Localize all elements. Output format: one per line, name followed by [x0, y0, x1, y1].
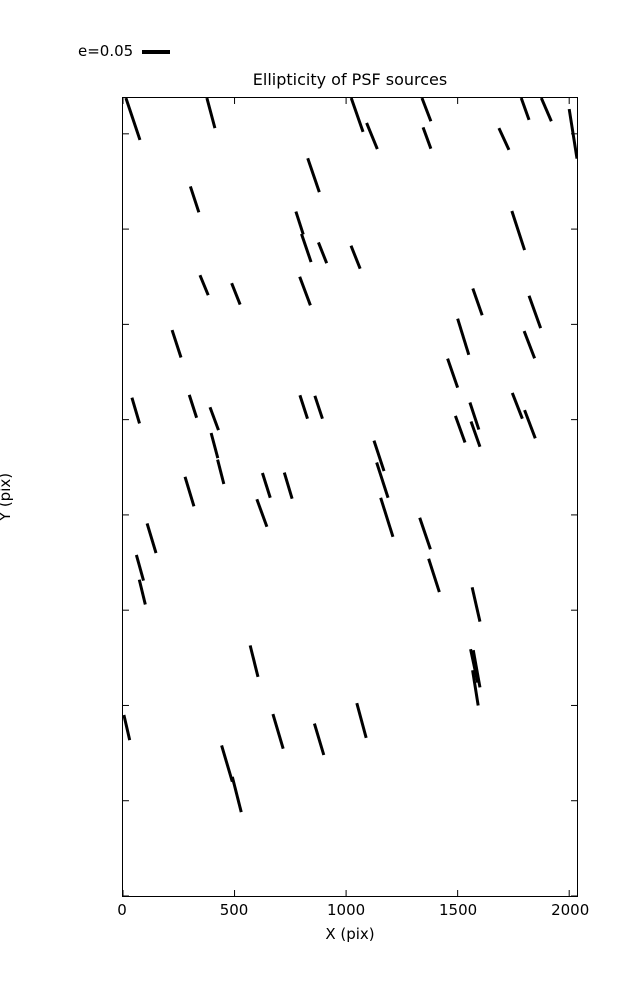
ellipticity-whisker — [497, 127, 511, 151]
ellipticity-whisker — [471, 649, 482, 688]
ellipticity-whisker — [456, 318, 471, 356]
y-axis-label: Y (pix) — [0, 472, 14, 521]
x-tick-label: 500 — [219, 901, 249, 919]
ellipticity-whisker — [130, 397, 141, 424]
ellipticity-whisker — [471, 288, 484, 316]
ellipticity-whisker — [313, 395, 324, 420]
ellipticity-whisker — [372, 440, 386, 472]
ellipticity-whisker — [454, 415, 467, 444]
ellipticity-whisker — [527, 295, 543, 329]
ellipticity-whisker — [188, 185, 201, 213]
ellipticity-whisker — [355, 702, 368, 739]
ellipticity-whisker — [298, 394, 309, 420]
ellipticity-whisker — [187, 394, 199, 419]
x-tick-label: 2000 — [551, 901, 590, 919]
ellipticity-whisker — [170, 329, 183, 358]
legend-label: e=0.05 — [78, 42, 134, 60]
ellipticity-whisker — [134, 554, 145, 582]
ellipticity-whisker — [306, 157, 321, 193]
ellipticity-scale-bar-icon — [142, 49, 171, 54]
ellipticity-whisker — [349, 98, 365, 133]
ellipticity-whisker — [446, 358, 460, 389]
ellipticity-whisker — [230, 282, 242, 306]
ellipticity-whisker — [519, 98, 531, 121]
ellipticity-whisker — [312, 723, 326, 756]
ellipticity-whisker — [469, 648, 480, 683]
x-tick-label: 1000 — [326, 901, 366, 919]
ellipticity-whisker — [205, 98, 217, 129]
ellipticity-whisker — [365, 122, 379, 150]
ellipticity-whisker — [469, 421, 482, 448]
ellipticity-whisker — [349, 245, 362, 270]
y-tick-labels: 05001000150020002500300035004000 — [0, 0, 114, 1000]
x-tick-label: 1500 — [439, 901, 478, 919]
ellipticity-whisker — [298, 276, 312, 306]
ellipticity-whisker — [209, 432, 220, 459]
ellipticity-whisker — [471, 669, 480, 706]
x-tick-label: 0 — [117, 901, 127, 919]
ellipticity-whisker — [294, 211, 305, 235]
ellipticity-whisker — [183, 476, 196, 507]
legend: e=0.05 — [78, 42, 171, 60]
ellipticity-whisker — [255, 498, 269, 528]
x-axis-label: X (pix) — [325, 925, 375, 943]
ellipticity-whisker — [300, 233, 313, 263]
ellipticity-whisker — [208, 406, 220, 431]
ellipticity-whisker — [271, 713, 285, 750]
whisker-canvas — [123, 98, 577, 896]
ellipticity-whisker — [375, 462, 390, 499]
ellipticity-whisker — [317, 241, 329, 264]
ellipticity-whisker — [421, 126, 433, 150]
ellipticity-whisker — [523, 409, 537, 439]
ellipticity-whisker — [379, 497, 395, 538]
ellipticity-whisker — [216, 459, 226, 485]
ellipticity-whisker — [539, 98, 553, 122]
ellipticity-whisker — [137, 579, 147, 605]
ellipticity-whisker — [468, 402, 481, 431]
ellipticity-whisker — [198, 274, 210, 296]
ellipticity-whisker — [510, 392, 524, 420]
ellipticity-whisker — [418, 517, 432, 550]
ellipticity-whisker — [124, 98, 142, 141]
ellipticity-whisker — [427, 558, 441, 593]
ellipticity-whisker — [248, 645, 260, 678]
ellipticity-whisker — [261, 472, 272, 499]
ellipticity-whisker — [145, 523, 158, 554]
ellipticity-whisker — [522, 330, 537, 359]
ellipticity-whisker — [123, 714, 132, 741]
ellipticity-whisker — [567, 108, 577, 159]
plot-axes — [122, 97, 578, 897]
ellipticity-whisker — [470, 586, 482, 622]
ellipticity-whisker — [282, 472, 294, 500]
ellipticity-whisker — [420, 98, 433, 122]
ellipticity-whisker — [220, 745, 234, 783]
plot-title: Ellipticity of PSF sources — [252, 70, 448, 89]
ellipticity-whisker — [230, 776, 243, 813]
ellipticity-whisker — [510, 210, 526, 251]
